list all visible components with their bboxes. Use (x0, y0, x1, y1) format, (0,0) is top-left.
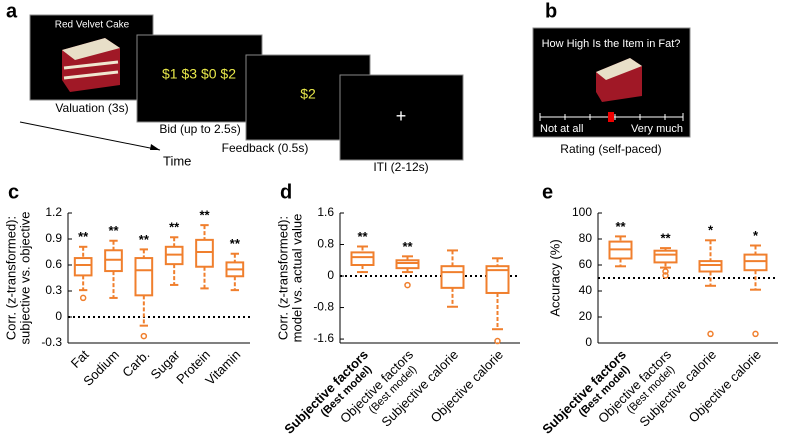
panel-label: d (280, 181, 292, 203)
scale-ticks (539, 113, 684, 121)
feedback-value: $2 (300, 86, 316, 102)
significance: * (753, 228, 759, 243)
y-tick-label: 40 (579, 283, 593, 297)
x-tick-label: Subjective factors (539, 347, 629, 437)
y-tick-label: -0.8 (313, 300, 334, 314)
y-axis-label: model vs. actual value (289, 214, 304, 343)
x-tick-label: Subjective factors (281, 347, 371, 437)
rating-cursor (608, 112, 614, 122)
y-tick-label: 0.9 (45, 231, 62, 245)
x-tick-label-group: Fat (68, 347, 92, 371)
box (350, 251, 375, 266)
scale-high: Very much (631, 123, 683, 135)
panel-b: b How High Is the Item in Fat? Not at al… (532, 0, 691, 156)
significance: ** (169, 220, 180, 235)
x-tick-label-group: Carb. (119, 347, 152, 380)
y-axis-label: Accuracy (%) (547, 239, 562, 316)
box (134, 257, 154, 297)
box (395, 259, 420, 270)
significance: ** (230, 236, 241, 251)
panel-label: a (6, 0, 18, 22)
y-tick-label: 0.8 (317, 237, 334, 251)
y-tick-label: 0 (55, 309, 62, 323)
significance: ** (199, 208, 210, 223)
y-axis-label: Corr. (z-transformed): (3, 216, 18, 340)
y-tick-label: 1.6 (317, 205, 334, 219)
y-tick-label: 0 (327, 268, 334, 282)
y-tick-label: 0 (585, 335, 592, 349)
x-tick-label: Carb. (119, 347, 152, 380)
y-tick-label: 80 (579, 231, 593, 245)
screen (339, 74, 464, 161)
significance: ** (615, 219, 626, 234)
outlier (707, 330, 714, 338)
significance: * (708, 223, 714, 238)
screen-caption: ITI (2-12s) (373, 160, 428, 174)
cake-icon (596, 58, 642, 102)
box (698, 260, 723, 273)
fixation-cross: + (396, 106, 407, 126)
bid-options: $1 $3 $0 $2 (162, 66, 236, 82)
time-label: Time (163, 153, 191, 168)
scale-low: Not at all (540, 123, 583, 135)
y-tick-label: 60 (579, 257, 593, 271)
y-tick-label: 20 (579, 309, 593, 323)
significance: ** (660, 231, 671, 246)
caption: Rating (self-paced) (560, 142, 661, 156)
screen-caption: Feedback (0.5s) (222, 141, 309, 155)
x-tick-label: Fat (68, 347, 92, 371)
significance: ** (108, 223, 119, 238)
significance: ** (357, 229, 368, 244)
box (485, 265, 510, 294)
y-tick-label: 100 (572, 205, 592, 219)
box (743, 253, 768, 272)
outlier (662, 272, 669, 279)
outlier (140, 332, 148, 340)
box (440, 265, 465, 289)
outlier (79, 294, 87, 302)
outlier (404, 281, 411, 289)
y-tick-label: -0.3 (41, 335, 62, 349)
outlier (494, 337, 501, 345)
question: How High Is the Item in Fat? (542, 38, 681, 50)
y-axis-label: Corr. (z-transformed): (275, 216, 290, 340)
time-arrow (19, 121, 161, 151)
significance: ** (402, 239, 413, 254)
outlier (752, 330, 759, 338)
y-tick-label: 0.3 (45, 283, 62, 297)
panel-a: a Red Velvet Cake Valuation (3s) $1 $3 $… (6, 0, 464, 174)
outlier (662, 268, 669, 275)
box (195, 238, 214, 268)
significance: ** (139, 232, 150, 247)
box (653, 249, 678, 264)
screen-caption: Valuation (3s) (55, 101, 128, 115)
arrow-head (150, 144, 160, 150)
y-axis-label: subjective vs. objective (17, 212, 32, 345)
box (73, 257, 93, 277)
panel-label: e (542, 181, 553, 203)
panel-label: c (8, 181, 19, 203)
y-tick-label: 0.6 (45, 257, 62, 271)
significance: ** (78, 229, 89, 244)
y-tick-label: 1.2 (45, 205, 62, 219)
y-tick-label: -1.6 (313, 331, 334, 345)
panel-label: b (545, 0, 557, 22)
item-name: Red Velvet Cake (55, 20, 130, 31)
screen-caption: Bid (up to 2.5s) (159, 122, 240, 136)
cake-icon (62, 38, 120, 92)
